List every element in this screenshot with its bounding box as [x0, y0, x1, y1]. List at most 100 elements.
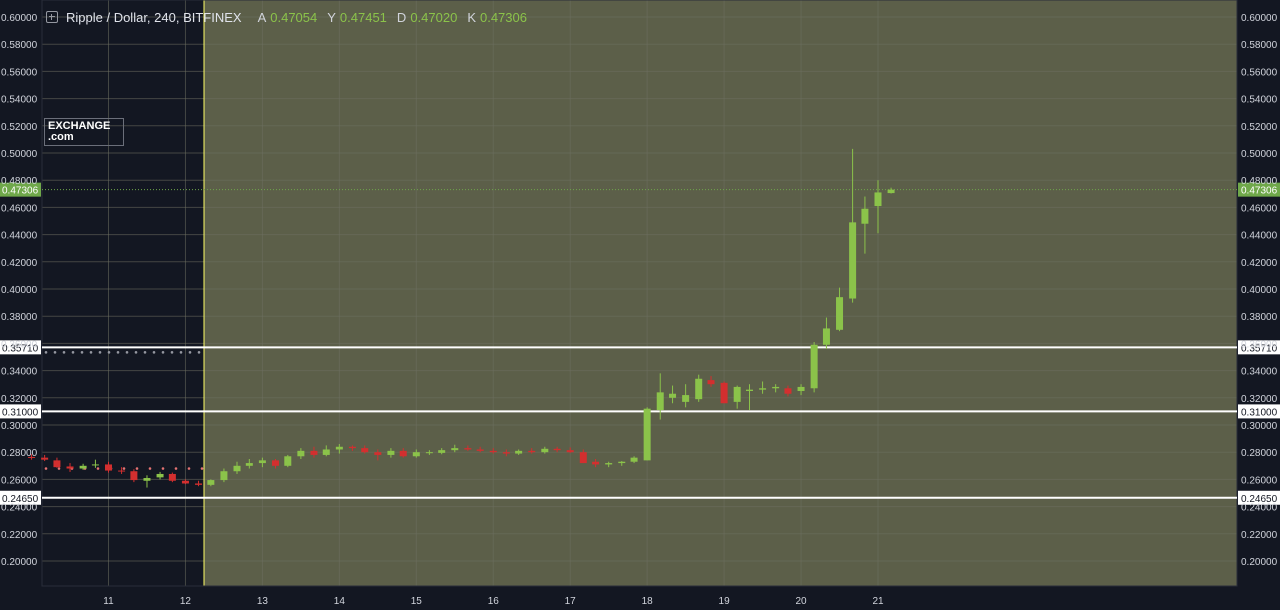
- marker-dot: [200, 467, 204, 470]
- candle-body: [451, 448, 459, 451]
- candle-body: [28, 456, 36, 458]
- candle: [874, 180, 882, 234]
- candle-body: [399, 450, 407, 457]
- candle-body: [258, 460, 266, 464]
- y-tick-label-left: 0.38000: [1, 312, 38, 323]
- y-tick-label-left: 0.58000: [1, 40, 38, 51]
- y-tick-label-left: 0.52000: [1, 122, 38, 133]
- candle: [515, 449, 523, 455]
- candle-body: [476, 449, 484, 451]
- candle-body: [720, 382, 728, 404]
- candle-body: [772, 386, 780, 389]
- candle-body: [592, 461, 600, 465]
- candle: [669, 385, 677, 404]
- y-tick-label-right: 0.50000: [1241, 149, 1278, 160]
- last-price-badge-right: [1238, 182, 1280, 197]
- collapse-legend-icon[interactable]: [46, 11, 58, 23]
- candle: [118, 467, 126, 474]
- plot-frame: [41, 0, 1238, 587]
- y-tick-label-left: 0.36000: [1, 339, 38, 350]
- x-tick-label: 18: [642, 596, 654, 607]
- candle: [605, 461, 613, 468]
- candle: [41, 454, 49, 462]
- candle-body: [425, 452, 433, 454]
- candle: [643, 407, 651, 461]
- last-price-label-left: 0.47306: [2, 186, 39, 197]
- y-tick-label-left: 0.20000: [1, 557, 38, 568]
- y-axis-right[interactable]: 0.20000 0.22000 0.24000 0.26000 0.28000 0.300…: [1241, 13, 1278, 568]
- marker-dot: [122, 467, 126, 470]
- x-tick-label: 15: [411, 596, 423, 607]
- candle-body: [810, 344, 818, 389]
- candle-body: [41, 457, 49, 460]
- candle-body: [566, 450, 574, 453]
- x-tick-label: 11: [103, 596, 114, 607]
- y-tick-label-right: 0.54000: [1241, 95, 1278, 106]
- candle-body: [515, 450, 523, 454]
- candle-body: [53, 460, 61, 468]
- candle: [322, 445, 330, 457]
- candle: [464, 445, 472, 451]
- candle-body: [412, 452, 420, 457]
- x-axis[interactable]: 11 12 13 14 15 16 17 18 19 20 21: [103, 596, 884, 607]
- x-tick-label: 21: [872, 596, 884, 607]
- candle-body: [271, 460, 279, 466]
- y-tick-label-left: 0.30000: [1, 421, 38, 432]
- y-tick-label-right: 0.42000: [1241, 258, 1278, 269]
- candle: [258, 457, 266, 468]
- marker-dot: [134, 351, 138, 354]
- marker-dot: [96, 467, 100, 470]
- candle: [784, 385, 792, 397]
- candle: [822, 317, 830, 349]
- candle: [168, 472, 176, 483]
- y-axis-left: 0.20000 0.22000 0.24000 0.26000 0.28000 0.300…: [1, 13, 38, 568]
- candle: [387, 448, 395, 458]
- candle: [797, 384, 805, 396]
- candle: [28, 454, 36, 460]
- candle: [707, 376, 715, 387]
- candle-body: [361, 448, 369, 453]
- candle-body: [489, 450, 497, 453]
- candle-body: [887, 189, 895, 194]
- marker-dot: [125, 351, 129, 354]
- candle: [156, 471, 164, 480]
- y-tick-label-left: 0.48000: [1, 176, 38, 187]
- candle: [233, 461, 241, 474]
- candle-body: [707, 380, 715, 385]
- candle-body: [502, 452, 510, 454]
- marker-dot: [161, 467, 165, 470]
- candle: [695, 374, 703, 402]
- candle-body: [541, 448, 549, 453]
- level-badge-left: [0, 490, 41, 505]
- candle: [592, 459, 600, 468]
- candle: [579, 449, 587, 464]
- horizontal-levels: 0.35710 0.35710 0.31000 0.31000 0.24650 0.246…: [0, 340, 1280, 505]
- y-tick-label-right: 0.46000: [1241, 203, 1278, 214]
- candle: [887, 187, 895, 194]
- candle-body: [79, 465, 87, 469]
- marker-dot: [44, 467, 48, 470]
- candles: [28, 148, 895, 488]
- candle: [836, 287, 844, 332]
- y-tick-label-right: 0.52000: [1241, 122, 1278, 133]
- candle-body: [643, 408, 651, 461]
- legend-high-value: 0.47451: [339, 9, 387, 25]
- candle-body: [618, 461, 626, 464]
- y-tick-label-right: 0.36000: [1241, 339, 1278, 350]
- marker-dot: [197, 351, 201, 354]
- level-badge-left: [0, 404, 41, 419]
- candle: [849, 148, 857, 303]
- candle-body: [874, 192, 882, 207]
- candle: [759, 381, 767, 394]
- y-tick-label-left: 0.22000: [1, 530, 38, 541]
- candle-body: [836, 297, 844, 330]
- y-tick-label-left: 0.40000: [1, 285, 38, 296]
- candle: [502, 449, 510, 457]
- y-tick-label-right: 0.38000: [1241, 312, 1278, 323]
- candle-body: [220, 471, 228, 481]
- last-price-line: 0.47306 0.47306: [0, 182, 1280, 197]
- candle-body: [207, 480, 215, 485]
- y-tick-label-right: 0.32000: [1241, 394, 1278, 405]
- candle: [348, 445, 356, 451]
